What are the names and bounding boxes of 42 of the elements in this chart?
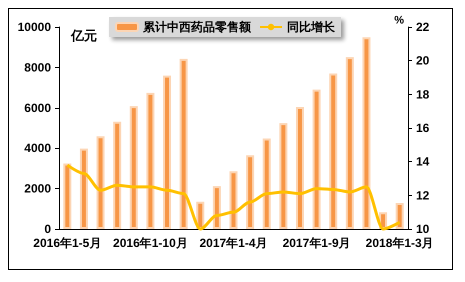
y2-tick-label: 16: [416, 121, 430, 135]
bar: [296, 106, 304, 229]
y-tick-label: 8000: [24, 60, 52, 74]
bar: [396, 202, 404, 229]
y-tick-label: 10000: [18, 20, 52, 34]
bar: [312, 90, 321, 229]
x-tick-label: 2018年1-3月: [366, 236, 434, 250]
bar: [146, 92, 154, 229]
bar: [63, 164, 72, 229]
bar: [346, 57, 354, 229]
bar: [113, 122, 122, 229]
y2-tick-label: 20: [416, 54, 430, 68]
y-axis-title: 亿元: [70, 28, 97, 43]
bar: [362, 37, 370, 229]
x-tick-label: 2016年1-10月: [113, 236, 188, 250]
y-tick-label: 2000: [24, 182, 52, 196]
bar: [180, 58, 188, 229]
bar: [96, 136, 105, 229]
bar: [246, 155, 254, 229]
y2-tick-label: 10: [416, 222, 430, 236]
y-tick-label: 6000: [24, 100, 52, 115]
legend-label: 同比增长: [287, 20, 336, 34]
bar: [80, 148, 88, 229]
bar: [212, 186, 221, 229]
x-tick-label: 2017年1-4月: [199, 236, 268, 250]
bar: [279, 123, 288, 229]
y2-tick-label: 14: [416, 154, 430, 169]
legend-label: 累计中西药品零售额: [142, 20, 252, 34]
y-tick-label: 4000: [24, 141, 52, 156]
bar: [262, 138, 271, 229]
bar: [130, 106, 138, 229]
y2-axis-title: %: [394, 14, 404, 26]
y2-tick-label: 18: [416, 87, 430, 102]
bar: [230, 171, 238, 229]
line-series: [66, 164, 402, 230]
x-tick-label: 2016年1-5月: [33, 236, 102, 250]
x-tick-label: 2017年1-9月: [282, 236, 351, 250]
y2-tick-label: 22: [416, 20, 430, 34]
y-tick-label: 0: [44, 222, 52, 236]
y2-tick-label: 12: [416, 188, 430, 202]
bar: [163, 76, 172, 229]
bar: [329, 73, 338, 229]
